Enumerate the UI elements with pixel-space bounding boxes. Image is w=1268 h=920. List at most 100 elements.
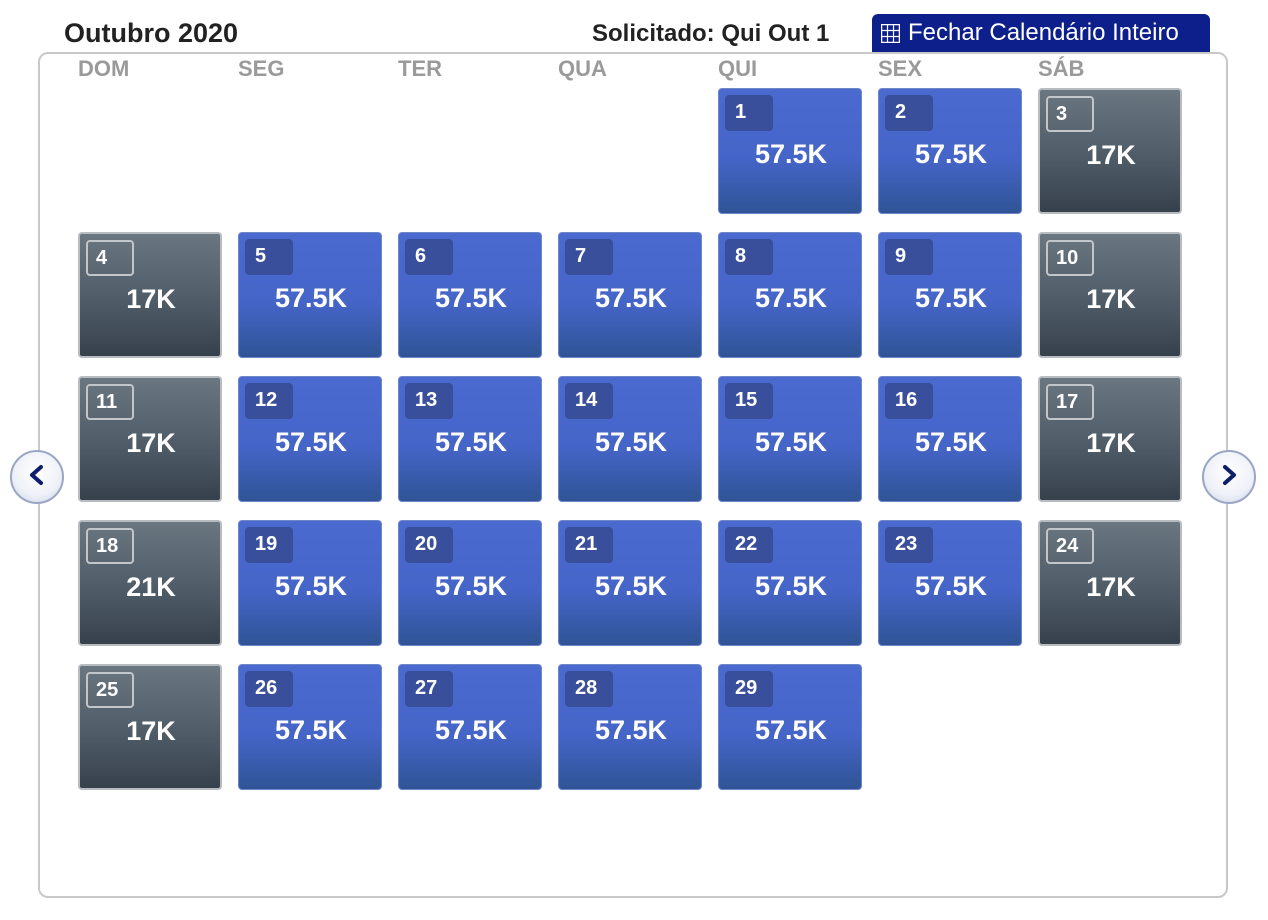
calendar-day-cell[interactable]: 26 57.5K — [238, 664, 382, 790]
calendar-day-cell[interactable]: 17 17K — [1038, 376, 1182, 502]
day-price: 57.5K — [754, 715, 828, 745]
calendar-day-cell[interactable]: 8 57.5K — [718, 232, 862, 358]
day-price: 57.5K — [594, 715, 668, 745]
weekday-label: SEG — [238, 56, 285, 81]
day-number: 29 — [725, 671, 773, 707]
day-number: 17 — [1046, 384, 1094, 420]
day-price: 57.5K — [754, 571, 828, 601]
calendar-day-cell[interactable]: 6 57.5K — [398, 232, 542, 358]
day-number: 6 — [405, 239, 453, 275]
day-price: 17K — [126, 284, 176, 314]
chevron-right-icon — [1217, 463, 1241, 492]
next-month-button[interactable] — [1202, 450, 1256, 504]
day-number: 3 — [1046, 96, 1094, 132]
day-number: 24 — [1046, 528, 1094, 564]
day-price: 17K — [1086, 284, 1136, 314]
chevron-left-icon — [25, 463, 49, 492]
day-price: 57.5K — [754, 283, 828, 313]
day-number: 13 — [405, 383, 453, 419]
calendar-day-cell[interactable]: 11 17K — [78, 376, 222, 502]
day-number: 26 — [245, 671, 293, 707]
day-number: 19 — [245, 527, 293, 563]
day-number: 16 — [885, 383, 933, 419]
calendar-day-cell[interactable]: 16 57.5K — [878, 376, 1022, 502]
day-number: 23 — [885, 527, 933, 563]
weekday-label: TER — [398, 56, 442, 81]
requested-date: Solicitado: Qui Out 1 — [592, 20, 830, 47]
calendar-day-cell[interactable]: 3 17K — [1038, 88, 1182, 214]
calendar-day-cell[interactable]: 13 57.5K — [398, 376, 542, 502]
calendar-day-cell[interactable]: 7 57.5K — [558, 232, 702, 358]
day-price: 17K — [1086, 140, 1136, 170]
day-price: 57.5K — [274, 715, 348, 745]
calendar-day-cell[interactable]: 9 57.5K — [878, 232, 1022, 358]
weekday-label: SÁB — [1038, 56, 1085, 81]
day-number: 5 — [245, 239, 293, 275]
calendar-day-cell[interactable]: 25 17K — [78, 664, 222, 790]
day-price: 57.5K — [914, 283, 988, 313]
day-price: 21K — [126, 572, 176, 602]
day-price: 57.5K — [434, 427, 508, 457]
day-price: 57.5K — [594, 427, 668, 457]
day-price: 17K — [126, 428, 176, 458]
calendar-day-cell[interactable]: 15 57.5K — [718, 376, 862, 502]
day-number: 15 — [725, 383, 773, 419]
calendar-day-cell[interactable]: 27 57.5K — [398, 664, 542, 790]
calendar-day-cell[interactable]: 21 57.5K — [558, 520, 702, 646]
close-full-calendar-button[interactable]: Fechar Calendário Inteiro — [872, 14, 1210, 52]
day-number: 28 — [565, 671, 613, 707]
day-price: 57.5K — [594, 571, 668, 601]
calendar-day-cell[interactable]: 19 57.5K — [238, 520, 382, 646]
day-number: 8 — [725, 239, 773, 275]
day-price: 57.5K — [274, 571, 348, 601]
calendar-day-cell[interactable]: 1 57.5K — [718, 88, 862, 214]
day-number: 18 — [86, 528, 134, 564]
calendar-day-cell[interactable]: 18 21K — [78, 520, 222, 646]
calendar-day-cell[interactable]: 14 57.5K — [558, 376, 702, 502]
day-price: 57.5K — [914, 571, 988, 601]
calendar-day-cell[interactable]: 2 57.5K — [878, 88, 1022, 214]
day-number: 4 — [86, 240, 134, 276]
day-price: 17K — [126, 716, 176, 746]
day-number: 2 — [885, 95, 933, 131]
day-number: 20 — [405, 527, 453, 563]
prev-month-button[interactable] — [10, 450, 64, 504]
grid-icon — [880, 23, 901, 43]
calendar-day-cell[interactable]: 5 57.5K — [238, 232, 382, 358]
calendar-day-cell[interactable]: 20 57.5K — [398, 520, 542, 646]
month-title: Outubro 2020 — [64, 18, 239, 48]
calendar-day-cell[interactable]: 12 57.5K — [238, 376, 382, 502]
day-price: 57.5K — [754, 139, 828, 169]
day-number: 1 — [725, 95, 773, 131]
calendar-day-cell[interactable]: 22 57.5K — [718, 520, 862, 646]
calendar-day-cell[interactable]: 4 17K — [78, 232, 222, 358]
day-price: 57.5K — [914, 139, 988, 169]
calendar-day-cell[interactable]: 10 17K — [1038, 232, 1182, 358]
day-number: 10 — [1046, 240, 1094, 276]
weekday-label: QUA — [558, 56, 607, 81]
day-price: 57.5K — [274, 427, 348, 457]
calendar-day-cell[interactable]: 24 17K — [1038, 520, 1182, 646]
day-price: 57.5K — [754, 427, 828, 457]
close-full-calendar-label: Fechar Calendário Inteiro — [908, 19, 1179, 46]
day-number: 9 — [885, 239, 933, 275]
calendar-day-cell[interactable]: 28 57.5K — [558, 664, 702, 790]
day-number: 21 — [565, 527, 613, 563]
day-number: 7 — [565, 239, 613, 275]
day-number: 25 — [86, 672, 134, 708]
day-number: 11 — [86, 384, 134, 420]
day-price: 57.5K — [274, 283, 348, 313]
weekday-label: QUI — [718, 56, 758, 81]
day-price: 57.5K — [594, 283, 668, 313]
day-number: 12 — [245, 383, 293, 419]
day-number: 27 — [405, 671, 453, 707]
calendar-day-cell[interactable]: 29 57.5K — [718, 664, 862, 790]
day-number: 22 — [725, 527, 773, 563]
day-price: 17K — [1086, 428, 1136, 458]
weekday-label: SEX — [878, 56, 923, 81]
day-number: 14 — [565, 383, 613, 419]
day-price: 57.5K — [434, 715, 508, 745]
weekday-label: DOM — [78, 56, 130, 81]
calendar-day-cell[interactable]: 23 57.5K — [878, 520, 1022, 646]
day-price: 57.5K — [914, 427, 988, 457]
